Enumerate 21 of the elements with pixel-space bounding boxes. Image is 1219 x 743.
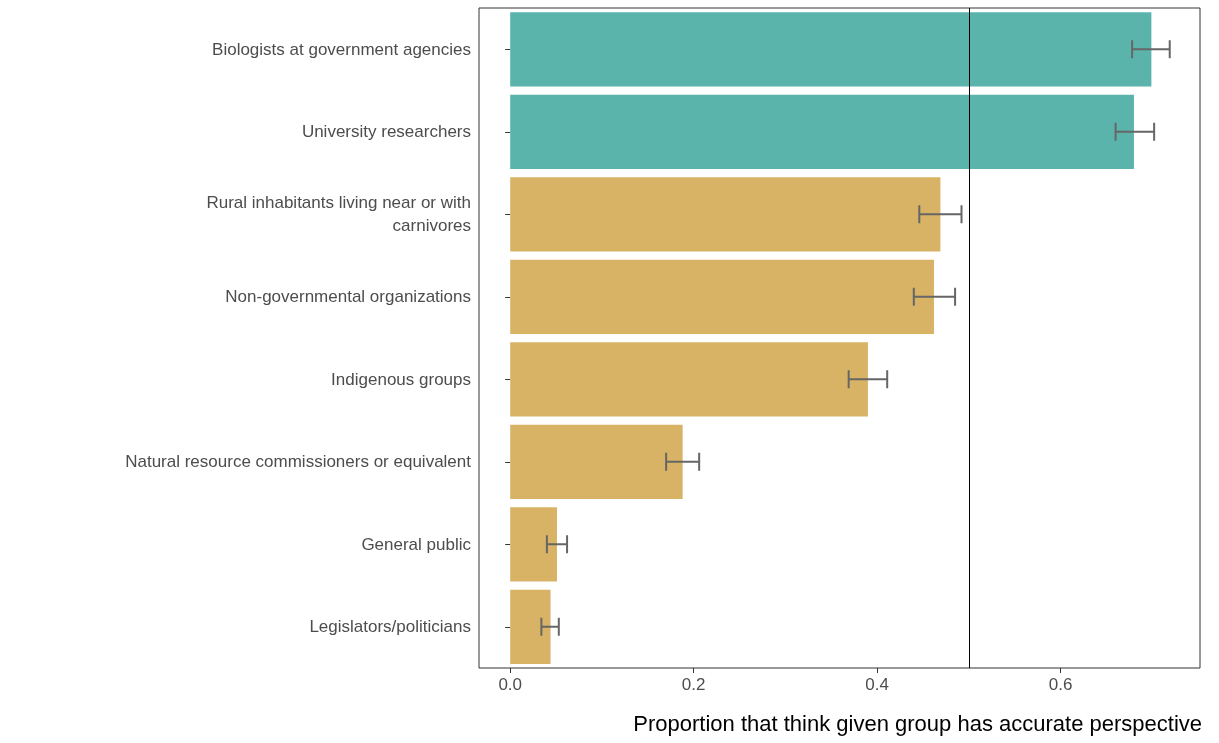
bar — [510, 424, 683, 499]
x-tick-label: 0.6 — [1048, 675, 1073, 694]
bar — [510, 12, 1152, 87]
bar — [510, 177, 941, 252]
bar — [510, 94, 1134, 169]
y-tick-label: General public — [361, 534, 472, 554]
bar — [510, 507, 557, 582]
x-axis-title: Proportion that think given group has accurate perspective — [633, 710, 1202, 736]
y-tick-label: Non-governmental organizations — [225, 287, 471, 307]
x-tick-label: 0.4 — [865, 675, 889, 694]
y-tick-label: Rural inhabitants living near or with carnivores — [206, 193, 471, 236]
bar — [510, 342, 868, 417]
y-tick-label: Legislators/politicians — [309, 617, 471, 637]
y-tick-label: Natural resource commissioners or equivalent — [125, 452, 472, 472]
bar — [510, 589, 551, 664]
x-tick-label: 0.0 — [498, 675, 523, 694]
y-tick-label: Indigenous groups — [331, 369, 471, 389]
y-tick-label: Biologists at government agencies — [212, 39, 471, 59]
x-tick-label: 0.2 — [681, 675, 706, 694]
bar — [510, 259, 934, 334]
y-tick-label: University researchers — [301, 122, 471, 142]
